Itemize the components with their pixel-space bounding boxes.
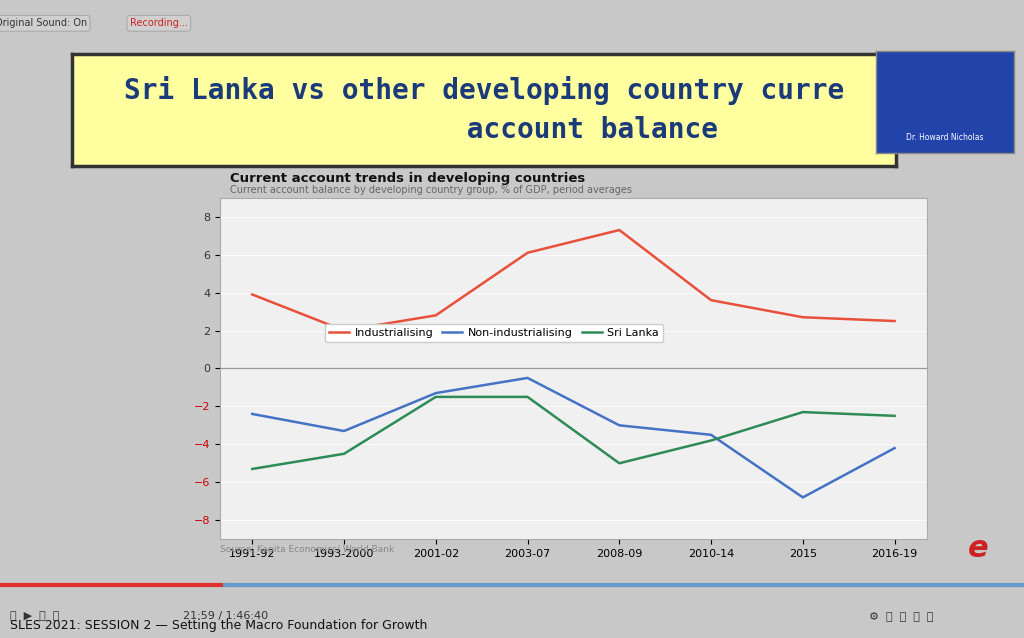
Text: ⚙  📺  📱  📡  ⛶: ⚙ 📺 📱 📡 ⛶	[869, 611, 933, 621]
Text: Original Sound: On: Original Sound: On	[0, 19, 87, 28]
Text: e: e	[968, 534, 988, 563]
Text: Current account trends in developing countries: Current account trends in developing cou…	[230, 172, 586, 185]
Text: Source: Kapita Economics/ World Bank: Source: Kapita Economics/ World Bank	[220, 545, 394, 554]
Text: Current account balance by developing country group, % of GDP, period averages: Current account balance by developing co…	[230, 184, 633, 195]
Legend: Industrialising, Non-industrialising, Sri Lanka: Industrialising, Non-industrialising, Sr…	[325, 323, 664, 343]
Text: Dr. Howard Nicholas: Dr. Howard Nicholas	[906, 133, 983, 142]
Text: Recording...: Recording...	[130, 19, 187, 28]
Text: SLES 2021: SESSION 2 — Setting the Macro Foundation for Growth: SLES 2021: SESSION 2 — Setting the Macro…	[10, 619, 428, 632]
Text: Sri Lanka vs other developing country curre
             account balance: Sri Lanka vs other developing country cu…	[124, 76, 844, 144]
Text: 21:59 / 1:46:40: 21:59 / 1:46:40	[182, 611, 268, 621]
Text: ⏮  ▶  ⏭  🔊: ⏮ ▶ ⏭ 🔊	[10, 611, 59, 621]
